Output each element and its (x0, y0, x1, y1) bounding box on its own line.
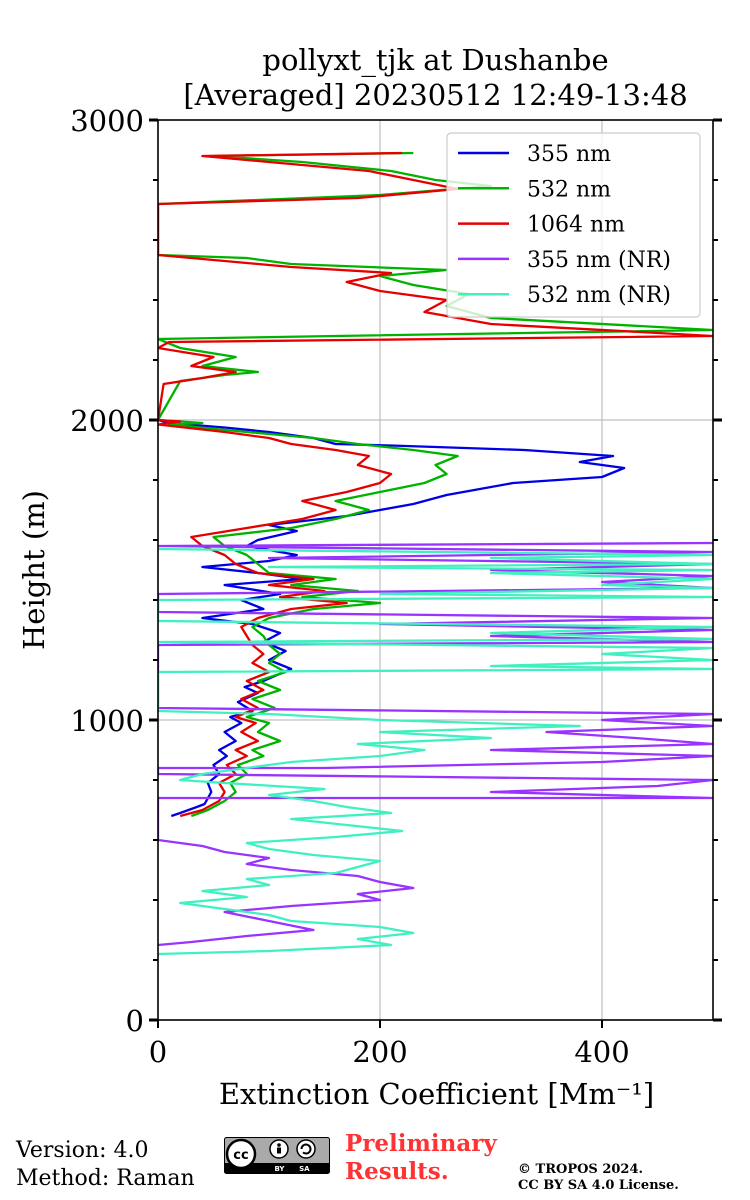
method-text: Method: Raman (16, 1166, 195, 1191)
legend-label: 1064 nm (527, 213, 625, 238)
series-line-2 (158, 151, 713, 818)
legend: 355 nm 532 nm 1064 nm 355 nm (NR) 532 nm (NR… (446, 132, 701, 318)
legend-label: 355 nm (527, 142, 611, 167)
y-tick-label: 3000 (70, 104, 144, 138)
license-badge-text: BY SA (274, 1165, 310, 1173)
legend-label: 355 nm (NR) (527, 248, 671, 273)
series-line-4 (158, 541, 713, 947)
chart-title-line-1: pollyxt_tjk at Dushanbe (262, 43, 608, 78)
cc-license-badge: cc BY SA (224, 1137, 330, 1174)
x-axis-label: Extinction Coefficient [Mm⁻¹] (219, 1077, 654, 1111)
x-tick-label: 400 (574, 1035, 629, 1069)
copyright-line-1: © TROPOS 2024. (518, 1162, 644, 1177)
x-tick-label: 200 (352, 1035, 407, 1069)
y-tick-label: 0 (126, 1004, 144, 1038)
legend-label: 532 nm (527, 177, 611, 202)
series-lines (158, 151, 713, 956)
preliminary-line-1: Preliminary (345, 1130, 497, 1157)
preliminary-line-2: Results. (345, 1158, 449, 1185)
version-text: Version: 4.0 (16, 1138, 149, 1163)
copyright-note: © TROPOS 2024. CC BY SA 4.0 License. (518, 1162, 748, 1194)
axes (157, 119, 714, 1021)
ticks (149, 118, 722, 1028)
series-line-1 (158, 418, 626, 818)
series-line-5 (158, 547, 713, 956)
plot-frame (157, 119, 714, 1021)
y-axis-label: Height (m) (17, 490, 51, 650)
chart-title-line-2: [Averaged] 20230512 12:49-13:48 (183, 78, 687, 112)
legend-label: 532 nm (NR) (527, 283, 671, 308)
legend-box (446, 132, 701, 318)
copyright-line-2: CC BY SA 4.0 License. (518, 1178, 679, 1193)
cc-icon-text: cc (233, 1148, 248, 1163)
cc-icon (225, 1138, 257, 1170)
x-tick-label: 0 (149, 1035, 167, 1069)
preliminary-results-note: Preliminary Results. (345, 1130, 535, 1186)
sa-icon (296, 1139, 316, 1159)
y-tick-label: 1000 (70, 704, 144, 738)
y-tick-label: 2000 (70, 404, 144, 438)
axis-labels: 0 200 400 0 1000 2000 3000 pollyxt_tjk at Dusha… (17, 43, 688, 1111)
